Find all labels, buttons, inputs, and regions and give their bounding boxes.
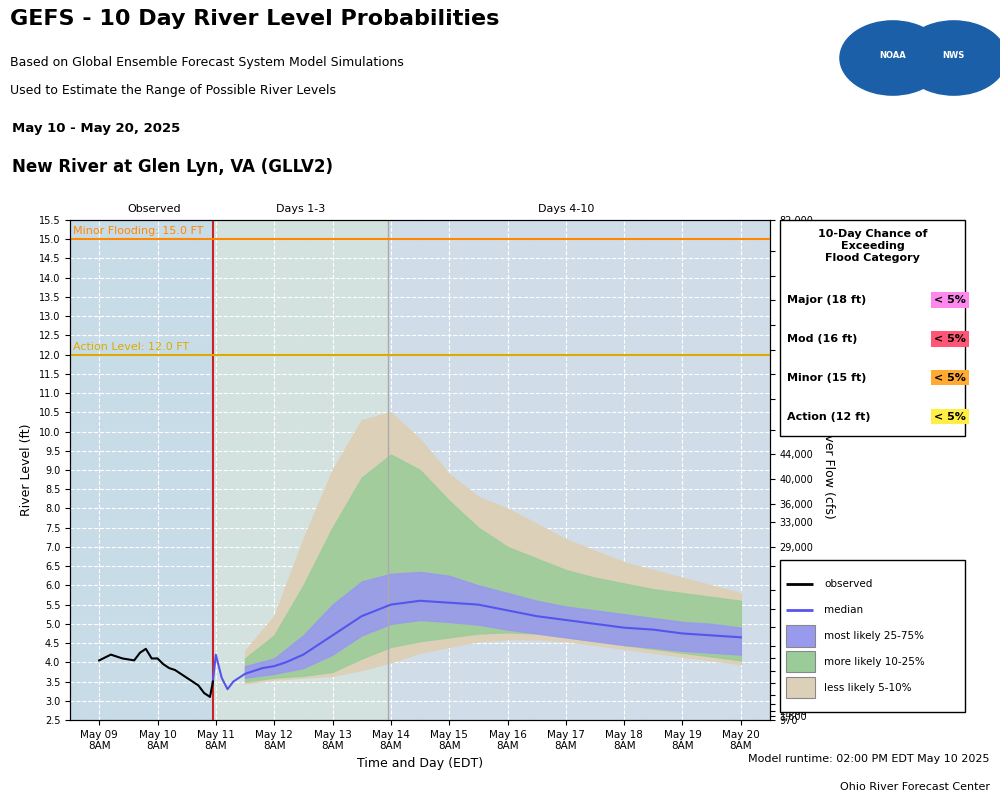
Text: Observed: Observed — [128, 204, 181, 214]
Y-axis label: River Flow (cfs): River Flow (cfs) — [822, 422, 835, 518]
Text: GEFS - 10 Day River Level Probabilities: GEFS - 10 Day River Level Probabilities — [10, 10, 499, 30]
FancyBboxPatch shape — [786, 677, 815, 698]
FancyBboxPatch shape — [786, 651, 815, 673]
Text: < 5%: < 5% — [934, 295, 966, 305]
Y-axis label: River Level (ft): River Level (ft) — [20, 424, 33, 516]
Text: Action (12 ft): Action (12 ft) — [787, 411, 871, 422]
Text: Minor (15 ft): Minor (15 ft) — [787, 373, 867, 382]
Circle shape — [901, 21, 1000, 95]
Text: < 5%: < 5% — [934, 334, 966, 344]
Text: Days 1-3: Days 1-3 — [276, 204, 325, 214]
Text: < 5%: < 5% — [934, 373, 966, 382]
Text: Used to Estimate the Range of Possible River Levels: Used to Estimate the Range of Possible R… — [10, 83, 336, 97]
Text: more likely 10-25%: more likely 10-25% — [824, 657, 925, 667]
Text: observed: observed — [824, 579, 873, 590]
Text: NOAA: NOAA — [879, 51, 906, 60]
Text: median: median — [824, 605, 864, 615]
Text: Minor Flooding: 15.0 FT: Minor Flooding: 15.0 FT — [73, 226, 203, 236]
Bar — [70, 220, 213, 720]
FancyBboxPatch shape — [780, 220, 965, 436]
X-axis label: Time and Day (EDT): Time and Day (EDT) — [357, 757, 483, 770]
Text: less likely 5-10%: less likely 5-10% — [824, 682, 912, 693]
Text: most likely 25-75%: most likely 25-75% — [824, 631, 924, 641]
Text: 10-Day Chance of
Exceeding
Flood Category: 10-Day Chance of Exceeding Flood Categor… — [818, 229, 927, 263]
FancyBboxPatch shape — [786, 626, 815, 646]
Bar — [213, 220, 388, 720]
Text: Days 4-10: Days 4-10 — [538, 204, 594, 214]
Text: New River at Glen Lyn, VA (GLLV2): New River at Glen Lyn, VA (GLLV2) — [12, 158, 333, 176]
Text: Action Level: 12.0 FT: Action Level: 12.0 FT — [73, 342, 189, 351]
Text: Major (18 ft): Major (18 ft) — [787, 295, 867, 305]
Circle shape — [840, 21, 946, 95]
FancyBboxPatch shape — [780, 560, 965, 712]
Text: < 5%: < 5% — [934, 411, 966, 422]
Text: May 10 - May 20, 2025: May 10 - May 20, 2025 — [12, 122, 180, 135]
Text: Mod (16 ft): Mod (16 ft) — [787, 334, 858, 344]
Text: NWS: NWS — [943, 51, 965, 60]
Text: Model runtime: 02:00 PM EDT May 10 2025: Model runtime: 02:00 PM EDT May 10 2025 — [748, 754, 990, 764]
Text: Based on Global Ensemble Forecast System Model Simulations: Based on Global Ensemble Forecast System… — [10, 56, 404, 69]
Text: Ohio River Forecast Center: Ohio River Forecast Center — [840, 782, 990, 792]
